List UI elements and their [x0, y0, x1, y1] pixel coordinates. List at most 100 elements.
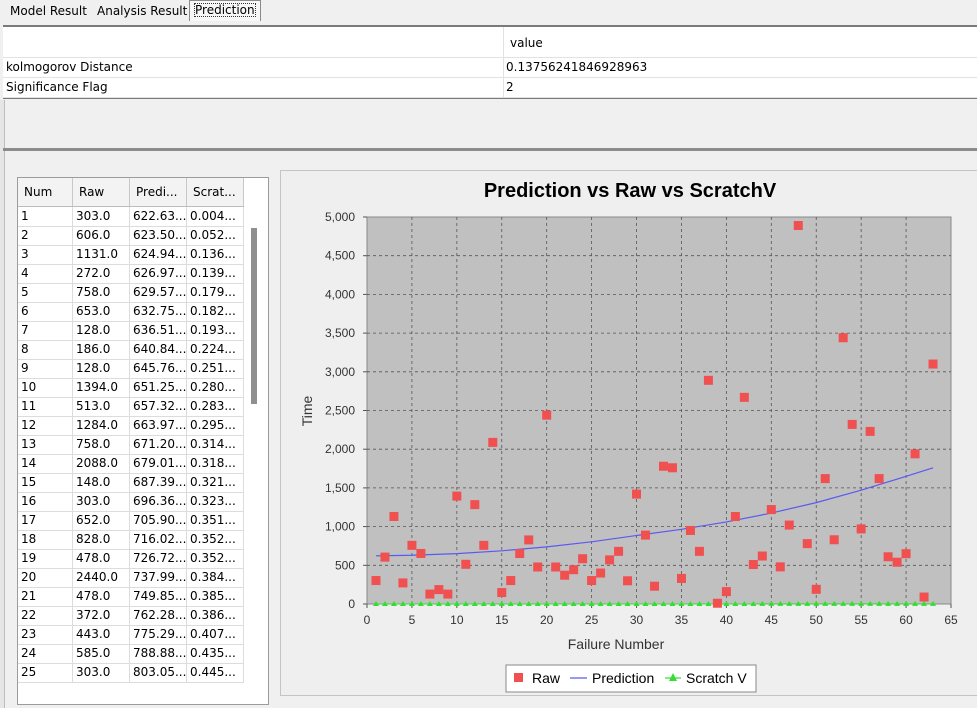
table-row[interactable]: 11 513.0 657.32... 0.283... — [18, 397, 244, 417]
table-row[interactable]: 25 303.0 803.05... 0.445... — [18, 663, 244, 683]
raw-point — [452, 491, 462, 501]
cell-raw: 186.0 — [73, 340, 130, 359]
raw-point — [632, 489, 642, 499]
scratch-point — [579, 600, 586, 606]
table-row[interactable]: 16 303.0 696.36... 0.323... — [18, 492, 244, 512]
cell-raw: 653.0 — [73, 302, 130, 321]
cell-prediction: 696.36... — [130, 492, 187, 511]
cell-scratch: 0.283... — [187, 397, 244, 416]
cell-raw: 272.0 — [73, 264, 130, 283]
table-row[interactable]: 1 303.0 622.63... 0.004... — [18, 207, 244, 227]
table-row[interactable]: 21 478.0 749.85... 0.385... — [18, 587, 244, 607]
raw-point — [524, 535, 534, 545]
raw-point — [874, 474, 884, 484]
table-row[interactable]: 13 758.0 671.20... 0.314... — [18, 435, 244, 455]
raw-point — [623, 576, 633, 586]
table-row[interactable]: 15 148.0 687.39... 0.321... — [18, 473, 244, 493]
table-row[interactable]: 2 606.0 623.50... 0.052... — [18, 226, 244, 246]
x-tick-label: 25 — [585, 613, 599, 627]
legend-raw-label: Raw — [532, 670, 561, 686]
raw-point — [506, 576, 516, 586]
table-row[interactable]: 18 828.0 716.02... 0.352... — [18, 530, 244, 550]
raw-point — [694, 546, 704, 556]
table-row[interactable]: 9 128.0 645.76... 0.251... — [18, 359, 244, 379]
column-header-prediction[interactable]: Predi... — [130, 178, 187, 206]
table-row[interactable]: 4 272.0 626.97... 0.139... — [18, 264, 244, 284]
cell-scratch: 0.321... — [187, 473, 244, 492]
table-row[interactable]: 23 443.0 775.29... 0.407... — [18, 625, 244, 645]
table-scrollbar-thumb[interactable] — [251, 228, 257, 404]
cell-prediction: 622.63... — [130, 207, 187, 226]
chart-panel: Prediction vs Raw vs ScratchV 0 5 10 15 20 25… — [280, 170, 977, 696]
property-value: 2 — [506, 80, 514, 94]
table-row[interactable]: 10 1394.0 651.25... 0.280... — [18, 378, 244, 398]
cell-num: 17 — [18, 511, 73, 530]
cell-raw: 2088.0 — [73, 454, 130, 473]
column-header-raw[interactable]: Raw — [73, 178, 130, 206]
cell-scratch: 0.352... — [187, 530, 244, 549]
cell-raw: 585.0 — [73, 644, 130, 663]
raw-point — [569, 565, 579, 575]
raw-point — [461, 559, 471, 569]
plot-area — [366, 216, 952, 605]
scratch-point — [489, 600, 496, 606]
scratch-point — [795, 600, 802, 606]
cell-num: 7 — [18, 321, 73, 340]
table-row[interactable]: 19 478.0 726.72... 0.352... — [18, 549, 244, 569]
scratch-point — [597, 600, 604, 606]
tab-prediction[interactable]: Prediction — [189, 0, 261, 21]
value-column-header: value — [510, 36, 543, 50]
table-row[interactable]: 24 585.0 788.88... 0.435... — [18, 644, 244, 664]
raw-point — [811, 584, 821, 594]
properties-row[interactable]: kolmogorov Distance 0.13756241846928963 — [3, 58, 977, 78]
raw-point — [470, 500, 480, 510]
raw-point — [802, 539, 812, 549]
table-row[interactable]: 14 2088.0 679.01... 0.318... — [18, 454, 244, 474]
x-tick-label: 20 — [540, 613, 554, 627]
raw-point — [605, 555, 615, 565]
table-row[interactable]: 8 186.0 640.84... 0.224... — [18, 340, 244, 360]
cell-scratch: 0.386... — [187, 606, 244, 625]
tab-model-result[interactable]: Model Result — [10, 4, 87, 18]
cell-num: 19 — [18, 549, 73, 568]
property-name: Significance Flag — [6, 80, 108, 94]
table-row[interactable]: 20 2440.0 737.99... 0.384... — [18, 568, 244, 588]
tab-analysis-result[interactable]: Analysis Result — [97, 4, 188, 18]
raw-point — [730, 512, 740, 522]
split-pane-divider[interactable] — [3, 148, 977, 151]
raw-point — [919, 592, 929, 602]
column-divider — [503, 27, 504, 97]
table-row[interactable]: 6 653.0 632.75... 0.182... — [18, 302, 244, 322]
y-tick-label: 1,500 — [325, 481, 355, 495]
x-tick-label: 65 — [944, 613, 958, 627]
column-header-num[interactable]: Num — [18, 178, 73, 206]
scratch-point — [651, 600, 658, 606]
cell-raw: 758.0 — [73, 283, 130, 302]
table-row[interactable]: 5 758.0 629.57... 0.179... — [18, 283, 244, 303]
cell-num: 1 — [18, 207, 73, 226]
table-row[interactable]: 22 372.0 762.28... 0.386... — [18, 606, 244, 626]
cell-num: 15 — [18, 473, 73, 492]
chart-title: Prediction vs Raw vs ScratchV — [484, 180, 777, 202]
scratch-point — [921, 600, 928, 606]
cell-scratch: 0.352... — [187, 549, 244, 568]
cell-prediction: 775.29... — [130, 625, 187, 644]
table-header: Num Raw Predi... Scrat... — [18, 178, 244, 207]
column-header-scratch[interactable]: Scrat... — [187, 178, 244, 206]
table-row[interactable]: 12 1284.0 663.97... 0.295... — [18, 416, 244, 436]
cell-scratch: 0.445... — [187, 663, 244, 682]
cell-prediction: 636.51... — [130, 321, 187, 340]
cell-num: 5 — [18, 283, 73, 302]
y-tick-label: 4,500 — [325, 249, 355, 263]
cell-scratch: 0.318... — [187, 454, 244, 473]
cell-num: 23 — [18, 625, 73, 644]
properties-row[interactable]: Significance Flag 2 — [3, 78, 977, 98]
y-tick-label: 3,000 — [325, 365, 355, 379]
cell-prediction: 645.76... — [130, 359, 187, 378]
table-row[interactable]: 17 652.0 705.90... 0.351... — [18, 511, 244, 531]
scratch-point — [849, 600, 856, 606]
table-row[interactable]: 3 1131.0 624.94... 0.136... — [18, 245, 244, 265]
cell-prediction: 803.05... — [130, 663, 187, 682]
cell-scratch: 0.351... — [187, 511, 244, 530]
table-row[interactable]: 7 128.0 636.51... 0.193... — [18, 321, 244, 341]
